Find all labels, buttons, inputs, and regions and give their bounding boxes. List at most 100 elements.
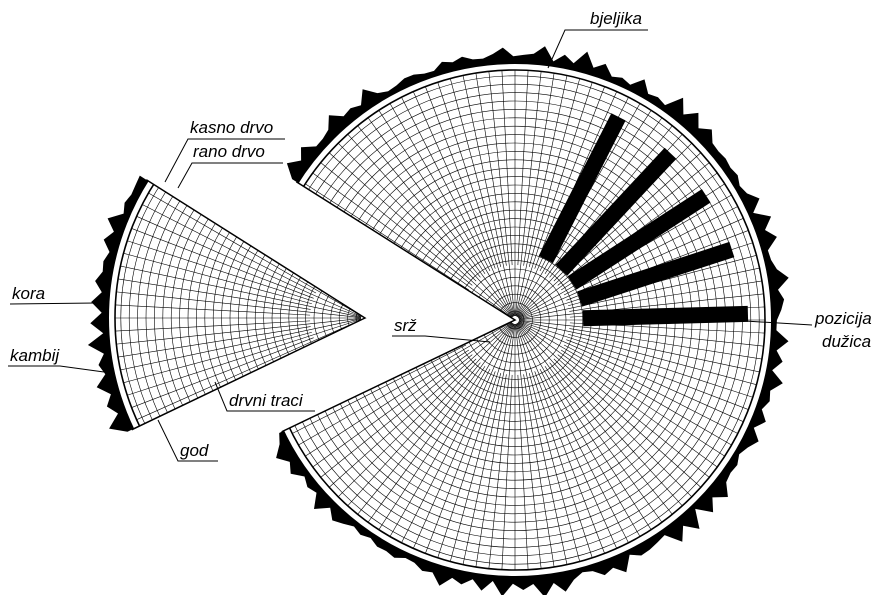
wood-ray xyxy=(518,321,732,446)
wood-ray xyxy=(116,318,362,345)
artwork xyxy=(87,46,789,595)
wood-ray xyxy=(450,373,502,562)
label: drvni traci xyxy=(229,391,304,410)
cambium-line xyxy=(114,180,365,430)
strip-bar xyxy=(582,305,749,327)
wood-ray xyxy=(312,322,512,468)
wood xyxy=(106,179,367,431)
wood-ray xyxy=(367,117,513,317)
wood-ray xyxy=(367,323,513,523)
wood-ray xyxy=(488,71,515,317)
label: rano drvo xyxy=(193,142,265,161)
wood-ray xyxy=(437,82,515,317)
wood-ray xyxy=(518,320,764,347)
wood-ray xyxy=(488,323,515,569)
strip-bar xyxy=(538,113,626,264)
wood-ray xyxy=(142,204,317,294)
leader xyxy=(547,29,648,69)
leader xyxy=(214,381,315,412)
wood-ray xyxy=(312,172,512,318)
wood-ray xyxy=(557,354,710,478)
wood-ray xyxy=(544,110,652,275)
leader xyxy=(157,419,218,462)
leader xyxy=(164,138,285,183)
leader xyxy=(8,365,105,373)
wood-ray xyxy=(136,319,362,420)
wood-ray xyxy=(544,365,652,530)
wood-ray xyxy=(118,326,311,358)
wood-ray xyxy=(515,323,593,558)
wood-ray xyxy=(462,323,515,565)
wood-ray xyxy=(517,117,663,317)
wood-ray xyxy=(338,143,477,282)
wood-ray xyxy=(120,265,362,318)
wood-ray xyxy=(475,374,507,567)
bark xyxy=(87,175,148,432)
wood-ray xyxy=(518,293,764,320)
label: srž xyxy=(394,316,417,335)
wood-ray xyxy=(338,358,477,497)
wood-ray xyxy=(517,152,701,318)
wood-ray xyxy=(320,162,473,286)
wood-ray xyxy=(549,362,673,515)
leader xyxy=(9,302,97,305)
wood-ray xyxy=(437,323,515,558)
wood-ray xyxy=(389,103,514,317)
wood-ray xyxy=(515,71,542,317)
wood-ray xyxy=(518,267,760,320)
strip xyxy=(577,241,735,307)
wood-ray xyxy=(515,75,568,317)
label: god xyxy=(180,441,209,460)
wood-ray xyxy=(518,218,744,319)
wood-ray xyxy=(539,368,629,543)
wood-ray xyxy=(528,78,580,267)
wood-ray xyxy=(413,91,514,317)
strip xyxy=(567,189,711,290)
wood-ray xyxy=(501,374,513,570)
wood-ray xyxy=(357,125,481,278)
wood-ray xyxy=(347,134,513,318)
wood-ray xyxy=(378,110,486,275)
wood-ray xyxy=(518,322,718,468)
wood-ray xyxy=(568,333,757,385)
wood-ray xyxy=(534,371,605,554)
label: bjeljika xyxy=(590,9,642,28)
wood-ray xyxy=(120,318,362,371)
wood-ray xyxy=(329,322,513,488)
strip-bar xyxy=(555,147,677,276)
leader xyxy=(177,162,283,189)
wood-ray xyxy=(518,320,753,398)
wood-ray xyxy=(518,321,744,422)
wood-ray xyxy=(517,322,683,506)
labels: bjeljika kasno drvo rano drvo kora kambi… xyxy=(8,9,872,462)
wood-ray xyxy=(123,253,312,305)
wood-ray xyxy=(515,82,593,317)
wood-ray xyxy=(563,344,738,434)
wood-ray xyxy=(515,323,542,569)
label: dužica xyxy=(822,332,871,351)
bark-line xyxy=(282,62,773,578)
wood-ray xyxy=(347,322,513,506)
wood-ray xyxy=(305,183,470,291)
wood-ray xyxy=(131,228,314,299)
bark-line xyxy=(107,180,365,430)
wood-ray xyxy=(517,70,529,266)
label: pozicija xyxy=(814,309,872,328)
wood-ray xyxy=(378,365,486,530)
wood-ray xyxy=(501,70,513,266)
wood-ray xyxy=(450,78,502,267)
wood-ray xyxy=(553,358,692,497)
wood-ray xyxy=(523,73,555,266)
wood-ray xyxy=(557,162,710,286)
wood-ray xyxy=(127,318,362,396)
wood-ray xyxy=(563,206,738,296)
wood-ray xyxy=(516,323,641,537)
strip xyxy=(538,113,626,264)
wood-ray xyxy=(115,320,311,332)
wood-ray xyxy=(413,323,514,549)
wood-ray xyxy=(560,349,725,457)
wood-ray xyxy=(517,322,701,488)
wood-ray xyxy=(516,323,617,549)
wood-ray xyxy=(517,374,529,570)
